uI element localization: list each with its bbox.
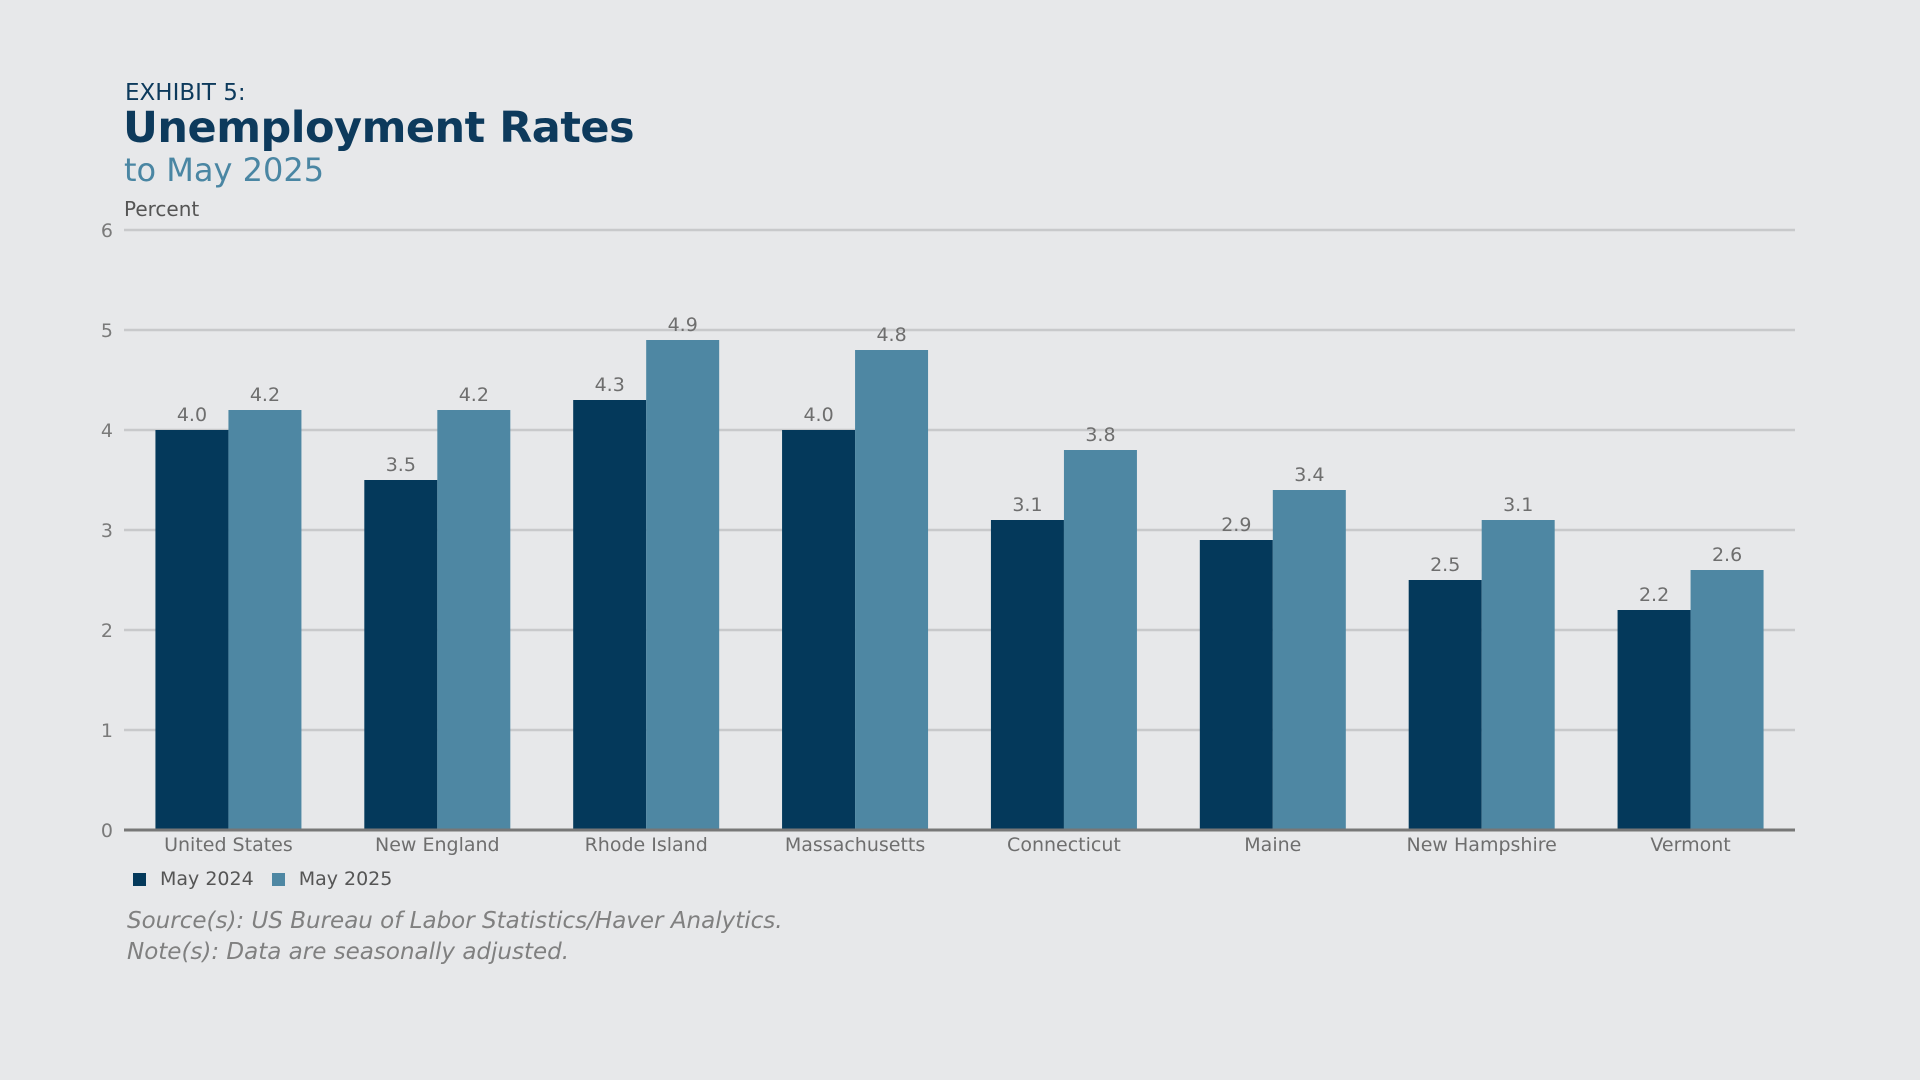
bar-rhode-island-series-1 (573, 400, 647, 830)
notes-block: Source(s): US Bureau of Labor Statistics… (127, 906, 783, 968)
chart-subtitle: to May 2025 (124, 151, 325, 189)
data-label-massachusetts-series-1: 4.0 (803, 404, 833, 426)
y-tick-label-0: 0 (101, 820, 113, 842)
exhibit-label: EXHIBIT 5: (125, 80, 246, 106)
legend-item-may-2025: May 2025 (271, 868, 393, 890)
data-label-connecticut-series-2: 3.8 (1085, 424, 1115, 446)
source-note: Source(s): US Bureau of Labor Statistics… (127, 908, 783, 934)
legend: May 2024 May 2025 (133, 868, 410, 890)
bar-maine-series-2 (1272, 490, 1346, 830)
chart-title: Unemployment Rates (123, 103, 635, 153)
y-tick-label-5: 5 (101, 320, 113, 342)
y-tick-label-1: 1 (101, 720, 113, 742)
bar-new-england-series-1 (364, 480, 438, 830)
x-tick-label-maine: Maine (1244, 834, 1301, 856)
data-label-maine-series-1: 2.9 (1221, 514, 1251, 536)
x-tick-label-rhode-island: Rhode Island (585, 834, 708, 856)
bar-maine-series-1 (1199, 540, 1273, 830)
data-label-new-england-series-2: 4.2 (459, 384, 489, 406)
data-label-vermont-series-1: 2.2 (1639, 584, 1669, 606)
data-label-connecticut-series-1: 3.1 (1012, 494, 1042, 516)
x-tick-label-vermont: Vermont (1650, 834, 1730, 856)
data-label-maine-series-2: 3.4 (1294, 464, 1324, 486)
x-tick-label-new-hampshire: New Hampshire (1407, 834, 1557, 856)
legend-item-may-2024: May 2024 (133, 868, 254, 890)
bar-vermont-series-2 (1690, 570, 1764, 830)
bar-rhode-island-series-2 (646, 340, 720, 830)
bar-new-hampshire-series-2 (1481, 520, 1555, 830)
bar-new-hampshire-series-1 (1408, 580, 1482, 830)
x-tick-label-massachusetts: Massachusetts (785, 834, 925, 856)
data-label-new-hampshire-series-1: 2.5 (1430, 554, 1460, 576)
legend-label-may-2024: May 2024 (160, 868, 254, 890)
data-label-united-states-series-1: 4.0 (177, 404, 207, 426)
data-label-rhode-island-series-1: 4.3 (595, 374, 625, 396)
legend-swatch-may-2025 (271, 872, 285, 886)
legend-label-may-2025: May 2025 (298, 868, 393, 890)
data-label-new-hampshire-series-2: 3.1 (1503, 494, 1533, 516)
bar-united-states-series-2 (228, 410, 302, 830)
data-label-rhode-island-series-2: 4.9 (668, 314, 698, 336)
bar-new-england-series-2 (437, 410, 511, 830)
bar-connecticut-series-2 (1063, 450, 1137, 830)
data-label-united-states-series-2: 4.2 (250, 384, 280, 406)
x-tick-label-new-england: New England (375, 834, 500, 856)
data-label-massachusetts-series-2: 4.8 (876, 324, 906, 346)
x-tick-label-connecticut: Connecticut (1007, 834, 1121, 856)
y-tick-label-4: 4 (101, 420, 113, 442)
bar-massachusetts-series-2 (855, 350, 929, 830)
bar-massachusetts-series-1 (782, 430, 856, 830)
data-label-vermont-series-2: 2.6 (1712, 544, 1742, 566)
y-axis-label: Percent (124, 197, 200, 221)
y-tick-label-3: 3 (101, 520, 113, 542)
data-label-new-england-series-1: 3.5 (386, 454, 416, 476)
y-tick-label-6: 6 (101, 220, 113, 242)
bar-united-states-series-1 (155, 430, 229, 830)
bar-connecticut-series-1 (990, 520, 1064, 830)
data-note: Note(s): Data are seasonally adjusted. (127, 939, 570, 965)
y-tick-label-2: 2 (101, 620, 113, 642)
legend-swatch-may-2024 (133, 872, 146, 886)
x-tick-label-united-states: United States (164, 834, 293, 856)
bar-vermont-series-1 (1617, 610, 1691, 830)
